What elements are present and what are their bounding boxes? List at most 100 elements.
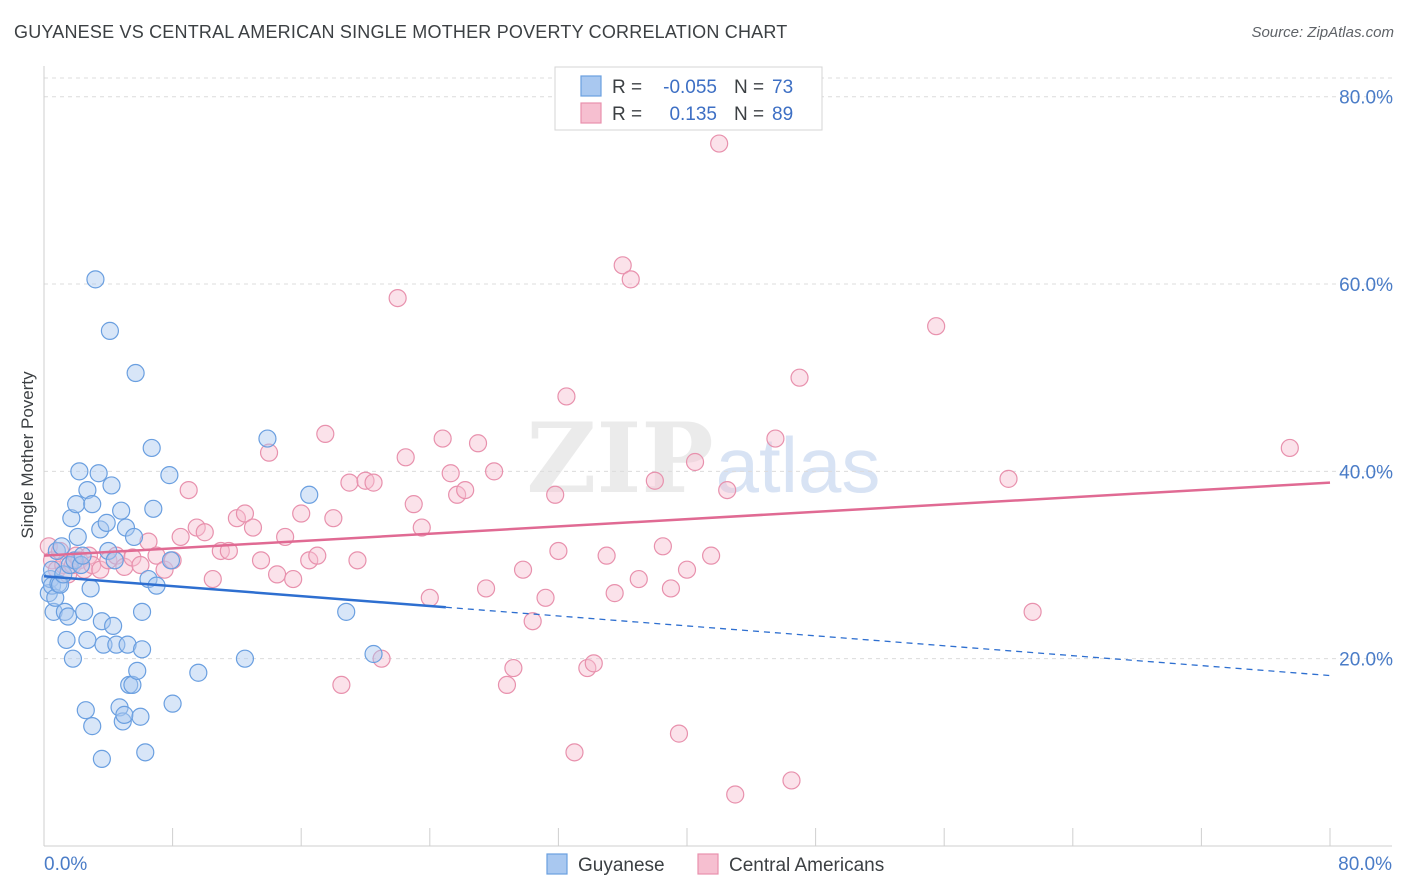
central-americans-point	[523, 612, 542, 631]
guyanese-point	[92, 612, 111, 631]
central-americans-point	[1023, 602, 1042, 621]
y-tick-label: 20.0%	[1339, 650, 1393, 671]
central-americans-point	[433, 429, 452, 448]
guyanese-point	[63, 649, 83, 668]
central-americans-point	[441, 464, 460, 483]
guyanese-point	[83, 717, 102, 736]
central-americans-point	[332, 675, 351, 695]
central-americans-point	[324, 509, 343, 528]
legend-swatch-central	[580, 102, 602, 124]
central-americans-point	[927, 317, 946, 336]
guyanese-point	[126, 363, 145, 383]
guyanese-point	[123, 675, 142, 695]
guyanese-point	[100, 321, 120, 340]
guyanese-point	[118, 635, 137, 654]
guyanese-trend-line-extension	[445, 606, 1331, 677]
watermark-zip: ZIP	[526, 402, 713, 515]
central-americans-point	[718, 480, 737, 500]
guyanese-point	[132, 640, 152, 659]
central-americans-point	[549, 541, 568, 561]
legend-n-value-central: 89	[772, 104, 793, 125]
guyanese-point	[49, 574, 68, 593]
guyanese-point	[337, 602, 356, 621]
guyanese-point	[68, 527, 87, 547]
correlation-legend: R = -0.055 N = 73 R = 0.135 N = 89	[554, 66, 823, 131]
guyanese-point	[52, 537, 71, 556]
central-americans-trend-line	[43, 481, 1331, 557]
central-americans-point	[669, 724, 689, 743]
legend-n-label-guyanese: N =	[734, 77, 764, 98]
guyanese-point	[235, 649, 255, 668]
bottom-legend-label-guyanese: Guyanese	[578, 855, 665, 876]
central-americans-point	[546, 485, 565, 504]
guyanese-point	[163, 694, 182, 713]
central-americans-point	[131, 555, 150, 575]
guyanese-point	[57, 630, 76, 650]
central-americans-point	[710, 134, 729, 153]
central-americans-point	[179, 480, 198, 500]
central-americans-point	[629, 569, 648, 589]
chart-title: GUYANESE VS CENTRAL AMERICAN SINGLE MOTH…	[14, 22, 788, 42]
guyanese-point	[73, 546, 92, 565]
guyanese-point	[105, 551, 124, 570]
y-tick-labels: 20.0% 40.0% 60.0% 80.0%	[1339, 88, 1393, 671]
guyanese-point	[102, 476, 121, 495]
central-americans-point	[348, 551, 367, 570]
guyanese-point	[300, 485, 319, 504]
central-americans-point	[235, 504, 255, 523]
guyanese-point	[94, 635, 113, 654]
guyanese-point	[91, 520, 110, 539]
central-americans-point	[412, 518, 431, 537]
central-americans-point	[790, 368, 809, 387]
guyanese-point	[50, 575, 70, 594]
central-americans-point	[259, 443, 279, 462]
central-americans-point	[513, 560, 533, 579]
y-tick-label: 80.0%	[1339, 88, 1393, 109]
central-americans-point	[613, 256, 632, 275]
y-tick-label: 40.0%	[1339, 462, 1393, 483]
guyanese-point	[83, 495, 102, 514]
guyanese-point	[67, 495, 86, 514]
guyanese-point	[70, 462, 89, 481]
central-americans-point	[243, 518, 263, 537]
central-americans-point	[364, 473, 383, 492]
central-americans-point	[267, 565, 287, 584]
y-axis-label: Single Mother Poverty	[18, 371, 37, 539]
central-americans-point	[782, 771, 801, 790]
guyanese-trend-line	[43, 575, 446, 609]
guyanese-point	[142, 438, 161, 458]
guyanese-point	[75, 602, 94, 621]
central-americans-point	[388, 288, 407, 308]
guyanese-point	[92, 749, 111, 768]
central-americans-point	[726, 785, 745, 804]
central-americans-point	[251, 551, 271, 570]
legend-r-label-central: R =	[612, 104, 642, 125]
guyanese-point	[144, 499, 163, 518]
y-tick-label: 60.0%	[1339, 275, 1393, 296]
guyanese-point	[78, 630, 97, 650]
central-americans-point	[702, 546, 721, 565]
central-americans-point	[605, 584, 624, 603]
central-americans-point	[621, 270, 640, 289]
guyanese-point	[115, 705, 134, 724]
guyanese-point	[71, 555, 91, 575]
x-tick-label-max: 80.0%	[1338, 854, 1392, 875]
guyanese-point	[161, 551, 181, 570]
central-americans-point	[316, 424, 335, 444]
central-americans-point	[171, 527, 190, 547]
central-americans-point	[219, 541, 238, 561]
legend-n-label-central: N =	[734, 104, 764, 125]
watermark: ZIP atlas	[526, 402, 880, 515]
guyanese-point	[76, 701, 95, 720]
chart-source: Source: ZipAtlas.com	[1251, 24, 1394, 41]
central-americans-point	[584, 654, 603, 673]
guyanese-point	[78, 480, 97, 500]
axes	[43, 66, 1392, 847]
central-americans-point	[456, 480, 475, 500]
guyanese-point	[364, 644, 383, 664]
guyanese-point	[189, 663, 208, 682]
legend-r-value-central: 0.135	[669, 104, 717, 125]
central-americans-point	[645, 471, 664, 490]
guyanese-point	[124, 527, 144, 547]
